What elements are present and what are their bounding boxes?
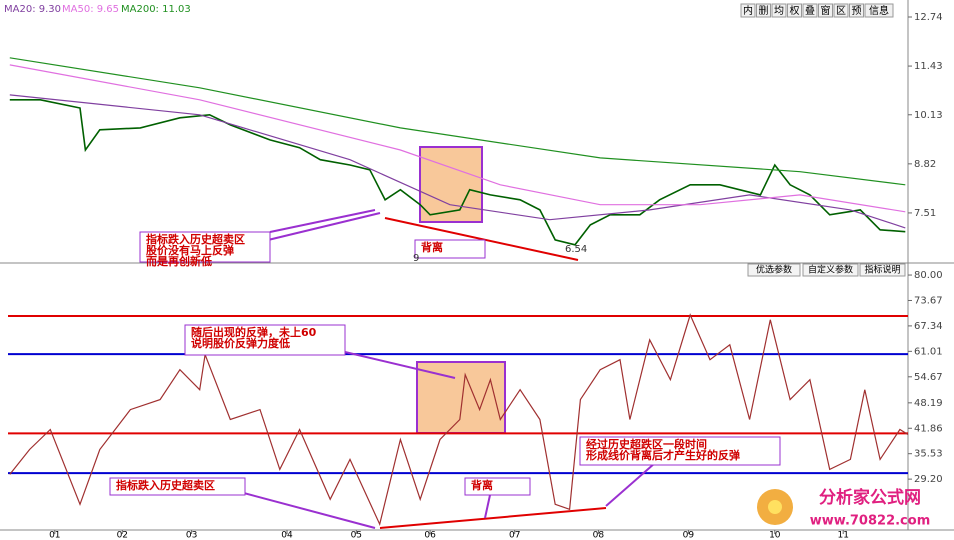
x-tick-label: 06 — [424, 531, 436, 540]
toolbar-label: 区 — [836, 5, 846, 17]
toolbar-button[interactable] — [740, 3, 756, 18]
annotation-text: 背离 — [471, 478, 493, 492]
toolbar-button[interactable] — [787, 3, 802, 18]
legend-entry: MA20: 9.30 — [4, 4, 61, 15]
x-tick-label: 01 — [49, 531, 60, 540]
annotation-box — [579, 436, 781, 466]
toolbar-button[interactable] — [771, 3, 787, 18]
y-tick-label: 11.43 — [914, 61, 943, 72]
series-line — [9, 64, 906, 213]
annotation-text: 形成线价背离后才产生好的反弹 — [586, 448, 740, 462]
annotation-box — [109, 477, 246, 496]
param-button[interactable] — [747, 263, 801, 277]
annotation-text: 而是再创新低 — [146, 254, 212, 268]
y-tick-label: 73.67 — [914, 295, 943, 306]
param-button-label: 自定义参数 — [808, 264, 853, 276]
arrow — [267, 212, 381, 241]
annotation-text: 指标跌入历史超卖区 — [116, 478, 215, 492]
x-tick-label: 03 — [186, 531, 197, 540]
annotation-text: 背离 — [421, 240, 443, 254]
toolbar-button[interactable] — [833, 3, 849, 18]
param-button[interactable] — [802, 263, 859, 277]
toolbar-label: 信息 — [869, 4, 889, 17]
arrow — [344, 351, 456, 379]
arrow — [269, 209, 376, 233]
y-tick-label: 61.01 — [914, 346, 943, 357]
toolbar-label: 内 — [743, 4, 753, 17]
toolbar-label: 窗 — [821, 4, 831, 17]
arrow — [484, 494, 491, 519]
y-tick-label: 67.34 — [914, 321, 943, 332]
toolbar-label: 均 — [774, 5, 784, 17]
x-tick-label: 05 — [351, 531, 362, 540]
annotation-box — [139, 231, 271, 263]
annotation-text: 经过历史超跌区一段时间 — [586, 437, 707, 451]
toolbar-button[interactable] — [864, 3, 894, 18]
y-tick-label: 80.00 — [914, 270, 943, 281]
x-tick-label: 07 — [509, 531, 520, 540]
annotation-text: 9 — [413, 253, 419, 264]
annotation-box — [184, 324, 346, 356]
param-button-label: 优选参数 — [756, 264, 792, 276]
annotation-text: 说明股价反弹力度低 — [191, 336, 290, 350]
arrow — [605, 462, 656, 507]
y-tick-label: 54.67 — [914, 372, 943, 383]
annotation-text: 指标跌入历史超卖区 — [146, 232, 245, 246]
toolbar-label: 删 — [759, 5, 769, 17]
highlight-box — [419, 146, 483, 223]
toolbar-button[interactable] — [849, 3, 864, 18]
toolbar-button[interactable] — [818, 3, 833, 18]
annotation-text: 股价没有马上反弹 — [146, 243, 234, 257]
y-tick-label: 35.53 — [914, 449, 943, 460]
y-tick-label: 8.82 — [914, 159, 936, 170]
param-button[interactable] — [859, 263, 906, 277]
y-tick-label: 12.74 — [914, 12, 943, 23]
logo: 分析家公式网 www.70822.com — [757, 487, 930, 529]
toolbar-button[interactable] — [802, 3, 818, 18]
logo-flower-center — [768, 500, 782, 514]
arrow — [239, 491, 376, 529]
y-tick-label: 29.20 — [914, 474, 943, 485]
series-line — [9, 94, 906, 229]
annotation-box — [464, 477, 531, 496]
y-tick-label: 7.51 — [914, 208, 936, 219]
toolbar-button[interactable] — [756, 3, 771, 18]
logo-url: www.70822.com — [810, 514, 931, 529]
toolbar-label: 叠 — [805, 5, 815, 17]
arrows — [239, 209, 656, 529]
logo-title: 分析家公式网 — [819, 487, 921, 508]
y-tick-label: 48.19 — [914, 398, 943, 409]
arrow — [379, 507, 607, 529]
y-tick-label: 41.86 — [914, 423, 943, 434]
x-tick-label: 09 — [683, 531, 695, 540]
toolbar-label: 预 — [852, 5, 862, 17]
legend-entry: MA50: 9.65 — [62, 4, 119, 15]
toolbar-label: 权 — [790, 4, 800, 17]
series-line — [9, 99, 906, 246]
x-tick-label: 08 — [593, 531, 605, 540]
legend-entry: MA200: 11.03 — [121, 4, 191, 15]
x-tick-label: 10 — [769, 531, 781, 540]
annotation-text: 随后出现的反弹，未上60 — [191, 325, 317, 339]
arrow — [384, 217, 579, 261]
highlight-box — [416, 361, 506, 434]
x-tick-label: 04 — [281, 531, 293, 540]
y-tick-label: 10.13 — [914, 110, 943, 121]
x-tick-label: 11 — [837, 531, 848, 540]
series-line — [9, 313, 909, 527]
annotation-text: 6.54 — [565, 244, 587, 255]
x-tick-label: 02 — [117, 531, 128, 540]
annotation-box — [414, 239, 486, 259]
param-button-label: 指标说明 — [864, 264, 900, 276]
series-line — [9, 57, 906, 186]
